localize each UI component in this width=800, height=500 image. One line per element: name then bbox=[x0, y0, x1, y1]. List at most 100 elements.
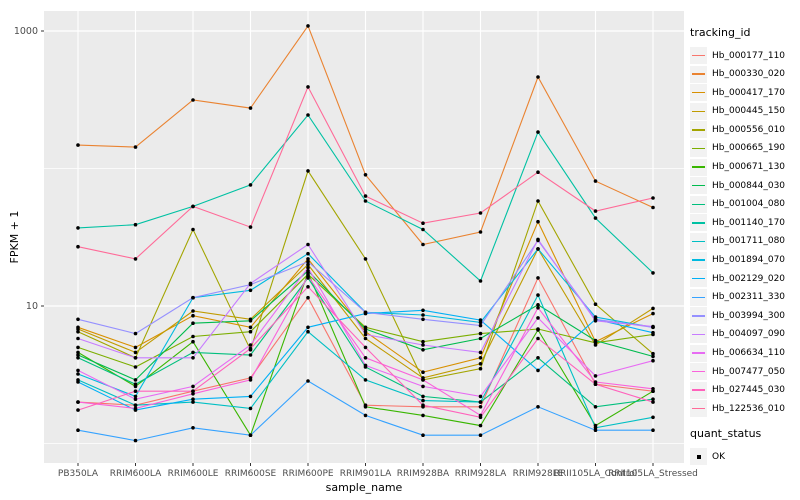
x-tick-label: RRIM600LA bbox=[110, 469, 162, 479]
data-point bbox=[593, 216, 598, 220]
data-point bbox=[363, 413, 368, 418]
data-point bbox=[478, 350, 483, 355]
data-point bbox=[593, 428, 598, 433]
x-tick-label: RRIM928LA bbox=[455, 469, 507, 479]
data-point bbox=[363, 329, 368, 334]
legend-key-line bbox=[692, 110, 705, 112]
data-point bbox=[651, 330, 655, 335]
data-point bbox=[76, 356, 80, 360]
data-point bbox=[651, 306, 655, 311]
legend-label: Hb_001711_080 bbox=[712, 236, 786, 247]
data-point bbox=[651, 311, 655, 316]
data-point bbox=[651, 358, 655, 363]
legend-row-Hb_000671_130: Hb_000671_130 bbox=[690, 158, 798, 176]
legend-row-Hb_003994_300: Hb_003994_300 bbox=[690, 307, 798, 325]
data-point bbox=[593, 209, 598, 213]
legend-row-Hb_027445_030: Hb_027445_030 bbox=[690, 381, 798, 399]
legend-label: Hb_000330_020 bbox=[712, 69, 786, 80]
data-point bbox=[76, 380, 80, 384]
data-point bbox=[421, 221, 425, 225]
data-point bbox=[191, 350, 195, 355]
data-point bbox=[421, 242, 425, 247]
data-point bbox=[306, 274, 310, 278]
data-point bbox=[306, 325, 310, 330]
data-point bbox=[76, 329, 80, 334]
data-point bbox=[248, 106, 253, 110]
data-point bbox=[306, 262, 310, 267]
data-point bbox=[133, 345, 138, 350]
data-point bbox=[651, 354, 655, 359]
data-point bbox=[536, 368, 540, 373]
legend-label: Hb_003994_300 bbox=[712, 310, 786, 321]
legend-label: Hb_122536_010 bbox=[712, 403, 786, 414]
data-point bbox=[248, 343, 253, 347]
data-point bbox=[363, 378, 368, 382]
data-point bbox=[248, 353, 253, 357]
legend-key-swatch bbox=[690, 84, 707, 102]
data-point bbox=[536, 303, 540, 307]
data-point bbox=[306, 169, 310, 173]
data-point bbox=[478, 331, 483, 336]
legend-key-line bbox=[692, 54, 705, 57]
data-point bbox=[593, 338, 598, 343]
data-point bbox=[191, 392, 195, 396]
data-point bbox=[248, 225, 253, 229]
data-point bbox=[421, 343, 425, 347]
data-point bbox=[133, 403, 138, 408]
data-point bbox=[651, 428, 655, 433]
data-point bbox=[133, 397, 138, 402]
data-point bbox=[478, 394, 483, 399]
data-point bbox=[363, 356, 368, 360]
legend-label: OK bbox=[712, 451, 725, 462]
data-point bbox=[191, 295, 195, 300]
data-point bbox=[306, 295, 310, 300]
data-point bbox=[593, 319, 598, 323]
legend-key-swatch bbox=[690, 251, 707, 269]
x-axis-title: sample_name bbox=[325, 481, 403, 494]
data-point bbox=[191, 426, 195, 430]
legend-key-line bbox=[692, 352, 705, 354]
data-point bbox=[76, 327, 80, 331]
legend-key-swatch bbox=[690, 121, 707, 139]
legend-key-swatch bbox=[690, 102, 707, 120]
legend-key-line bbox=[692, 408, 705, 410]
data-point bbox=[363, 363, 368, 368]
legend-key-swatch bbox=[690, 344, 707, 362]
legend-key-swatch bbox=[690, 288, 707, 306]
legend-row-Hb_002311_330: Hb_002311_330 bbox=[690, 288, 798, 306]
data-point bbox=[191, 339, 195, 344]
data-point bbox=[76, 408, 80, 412]
data-point bbox=[191, 309, 195, 313]
data-point bbox=[651, 415, 655, 420]
data-point bbox=[363, 199, 368, 203]
data-point bbox=[536, 356, 540, 360]
data-point bbox=[248, 183, 253, 187]
x-tick-label: PB350LA bbox=[58, 469, 99, 479]
legend-key-swatch bbox=[690, 363, 707, 381]
data-point bbox=[133, 378, 138, 382]
data-point bbox=[191, 384, 195, 389]
legend-key-line bbox=[692, 315, 705, 317]
data-point bbox=[248, 329, 253, 334]
data-point bbox=[478, 400, 483, 404]
legend-key-swatch bbox=[690, 158, 707, 176]
data-point bbox=[363, 332, 368, 337]
x-tick-label: RRIM928BA bbox=[397, 469, 450, 479]
data-point bbox=[191, 98, 195, 102]
data-point bbox=[421, 398, 425, 403]
data-point bbox=[76, 353, 80, 357]
data-point bbox=[363, 405, 368, 409]
data-point bbox=[133, 382, 138, 387]
data-point bbox=[593, 405, 598, 409]
data-point bbox=[421, 413, 425, 418]
data-point bbox=[478, 230, 483, 234]
legend-row-Hb_122536_010: Hb_122536_010 bbox=[690, 400, 798, 418]
data-point bbox=[536, 199, 540, 203]
legend-quant-entries: OK bbox=[690, 448, 798, 466]
legend-key-swatch bbox=[690, 214, 707, 232]
legend-quant-status-block: quant_status OK bbox=[690, 427, 798, 466]
data-point bbox=[248, 346, 253, 351]
legend-key-line bbox=[692, 389, 705, 391]
legend-row-Hb_000330_020: Hb_000330_020 bbox=[690, 65, 798, 83]
